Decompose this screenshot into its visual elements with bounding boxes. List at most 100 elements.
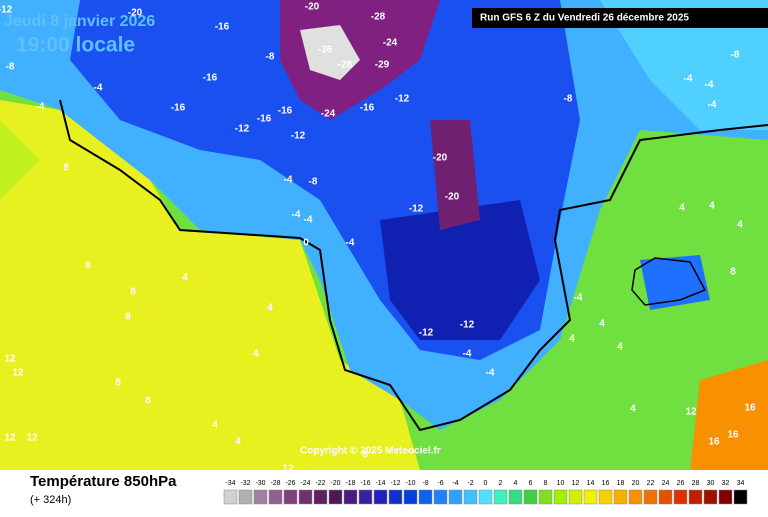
colorbar-tick-label: -10 <box>405 480 415 487</box>
temp-label: 12 <box>4 354 16 365</box>
colorbar-swatch <box>718 489 733 505</box>
colorbar-swatch <box>223 489 238 505</box>
temp-label: -4 <box>292 210 301 221</box>
colorbar-swatch <box>553 489 568 505</box>
colorbar-tick-label: -4 <box>452 480 458 487</box>
colorbar-swatch <box>388 489 403 505</box>
temp-label: 12 <box>282 464 294 475</box>
temp-label: 12 <box>4 433 16 444</box>
temp-label: -4 <box>486 368 495 379</box>
temp-label: -8 <box>6 62 15 73</box>
colorbar-swatch <box>523 489 538 505</box>
temp-label: 8 <box>115 378 121 389</box>
temp-label: -12 <box>291 131 306 142</box>
colorbar-swatch <box>418 489 433 505</box>
colorbar-tick-label: 16 <box>602 480 610 487</box>
colorbar-tick-label: 10 <box>557 480 565 487</box>
temp-label: -12 <box>419 328 434 339</box>
temp-label: 8 <box>362 450 368 461</box>
colorbar-tick-label: -20 <box>330 480 340 487</box>
colorbar-tick-label: 12 <box>572 480 580 487</box>
colorbar-swatch <box>508 489 523 505</box>
colorbar-tick-label: 2 <box>499 480 503 487</box>
colorbar-swatch <box>478 489 493 505</box>
colorbar-swatch <box>703 489 718 505</box>
colorbar-swatch <box>448 489 463 505</box>
temp-label: 4 <box>569 334 575 345</box>
temp-label: 12 <box>12 368 24 379</box>
colorbar-swatch <box>268 489 283 505</box>
colorbar-tick-label: 18 <box>617 480 625 487</box>
temp-label: -20 <box>128 8 143 19</box>
temp-label: -12 <box>0 5 13 16</box>
temp-label: -4 <box>574 293 583 304</box>
temp-label: 4 <box>212 420 218 431</box>
colorbar-swatch <box>298 489 313 505</box>
colorbar-tick-label: -6 <box>437 480 443 487</box>
temp-label: -4 <box>284 175 293 186</box>
temp-label: -4 <box>684 74 693 85</box>
colorbar-tick-label: 26 <box>677 480 685 487</box>
colorbar-tick-label: -12 <box>390 480 400 487</box>
colorbar-swatch <box>433 489 448 505</box>
colorbar-tick-label: -28 <box>270 480 280 487</box>
map-background <box>0 0 768 470</box>
run-info: Run GFS 6 Z du Vendredi 26 décembre 2025 <box>480 13 689 24</box>
colorbar-tick-label: -14 <box>375 480 385 487</box>
temp-label: -20 <box>445 192 460 203</box>
temp-label: 8 <box>85 261 91 272</box>
temp-label: -4 <box>705 80 714 91</box>
colorbar-swatch <box>463 489 478 505</box>
temp-label: -4 <box>708 100 717 111</box>
run-banner <box>472 8 768 28</box>
colorbar-tick-label: -26 <box>285 480 295 487</box>
temp-label: 8 <box>145 396 151 407</box>
temp-label: 12 <box>685 407 697 418</box>
colorbar-swatch <box>613 489 628 505</box>
colorbar-tick-label: -22 <box>315 480 325 487</box>
colorbar-tick-label: 32 <box>722 480 730 487</box>
temp-label: 4 <box>235 437 241 448</box>
temp-label: 8 <box>63 163 69 174</box>
temp-label: -20 <box>305 2 320 13</box>
colorbar-tick-label: -34 <box>225 480 235 487</box>
colorbar-tick-label: -32 <box>240 480 250 487</box>
colorbar-tick-label: 30 <box>707 480 715 487</box>
colorbar-tick-label: 20 <box>632 480 640 487</box>
colorbar-swatch <box>688 489 703 505</box>
colorbar-swatch <box>313 489 328 505</box>
colorbar-tick-label: -30 <box>255 480 265 487</box>
temp-label: 4 <box>617 342 623 353</box>
temp-label: 16 <box>744 403 756 414</box>
temp-label: 12 <box>26 433 38 444</box>
temp-label: -24 <box>383 38 398 49</box>
temp-label: -16 <box>171 103 186 114</box>
colorbar-swatch <box>673 489 688 505</box>
temp-label: -20 <box>433 153 448 164</box>
temp-label: -4 <box>346 238 355 249</box>
map-labels: -12-20-16-20-28-36-28-24-29-8-16-4-8-16-… <box>0 2 756 475</box>
colorbar-swatch <box>583 489 598 505</box>
temp-label: -8 <box>266 52 275 63</box>
colorbar-swatch <box>568 489 583 505</box>
time: 19:00 locale <box>16 34 135 57</box>
temp-label: -8 <box>564 94 573 105</box>
colorbar-tick-label: 8 <box>544 480 548 487</box>
colorbar-swatch <box>733 489 748 505</box>
temp-label: 4 <box>630 404 636 415</box>
colorbar-tick-label: 28 <box>692 480 700 487</box>
temp-label: 8 <box>125 312 131 323</box>
colorbar-swatch <box>328 489 343 505</box>
temp-label: -12 <box>409 204 424 215</box>
temp-label: -12 <box>235 124 250 135</box>
temp-label: 8 <box>130 287 136 298</box>
temp-label: -12 <box>460 320 475 331</box>
temp-label: 16 <box>708 437 720 448</box>
temp-label: -24 <box>321 109 336 120</box>
temp-label: -16 <box>203 73 218 84</box>
temp-label: 4 <box>737 220 743 231</box>
lead-time: (+ 324h) <box>30 494 71 506</box>
colorbar-swatch <box>343 489 358 505</box>
colorbar-swatch <box>403 489 418 505</box>
